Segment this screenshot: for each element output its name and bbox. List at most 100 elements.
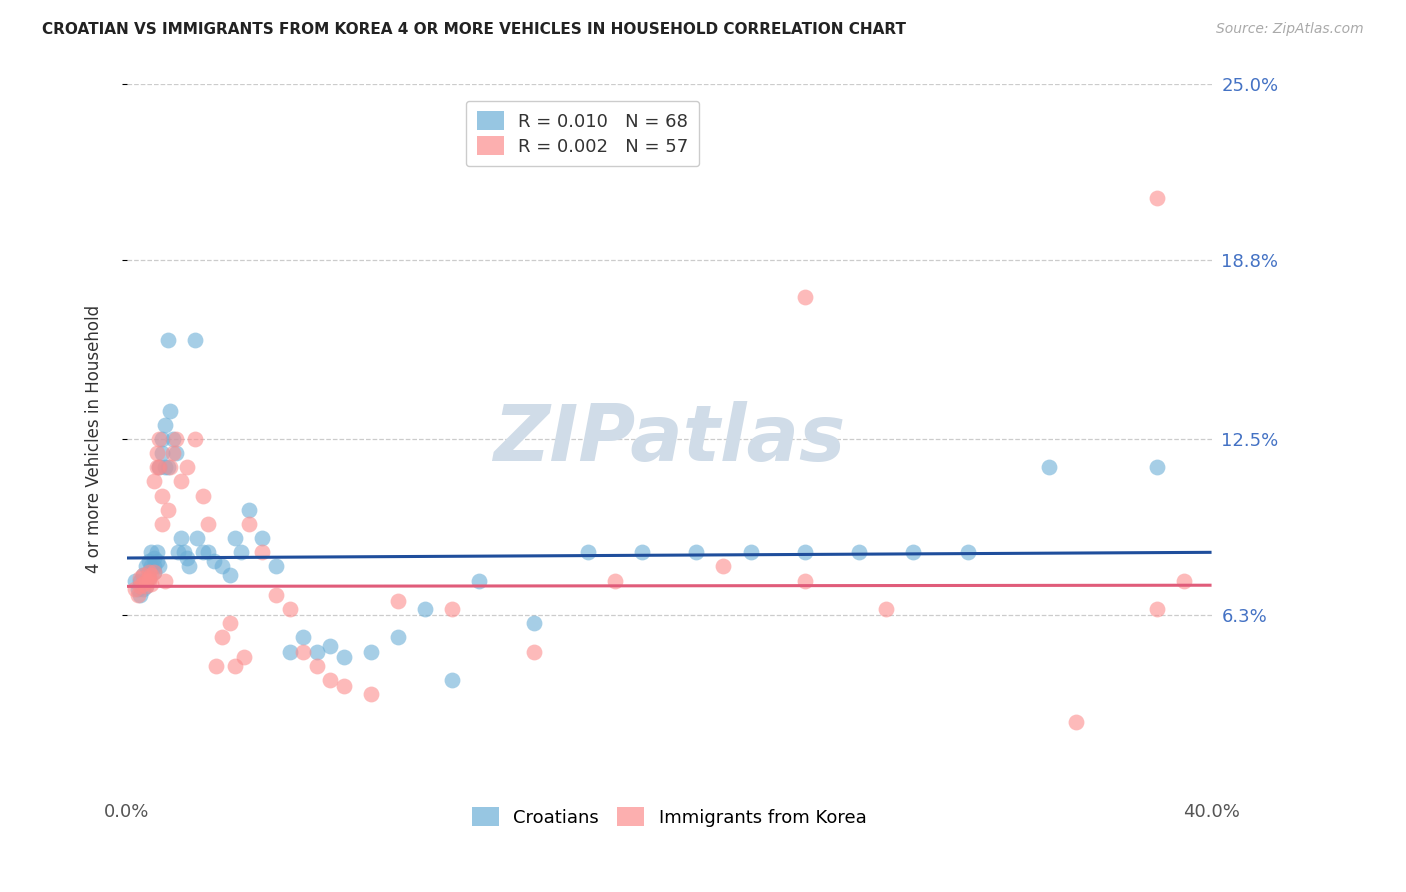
Point	[848, 545, 870, 559]
Point	[148, 432, 170, 446]
Point	[167, 545, 190, 559]
Point	[523, 644, 546, 658]
Point	[956, 545, 979, 559]
Point	[141, 545, 163, 559]
Point	[138, 554, 160, 568]
Point	[129, 571, 152, 585]
Point	[1064, 715, 1087, 730]
Point	[793, 545, 815, 559]
Point	[229, 545, 252, 559]
Point	[129, 579, 152, 593]
Point	[156, 503, 179, 517]
Point	[740, 545, 762, 559]
Point	[143, 551, 166, 566]
Point	[150, 516, 173, 531]
Point	[468, 574, 491, 588]
Point	[165, 432, 187, 446]
Point	[278, 644, 301, 658]
Point	[1146, 460, 1168, 475]
Point	[153, 460, 176, 475]
Text: ZIPatlas: ZIPatlas	[494, 401, 845, 477]
Point	[135, 559, 157, 574]
Point	[148, 460, 170, 475]
Point	[143, 565, 166, 579]
Point	[165, 446, 187, 460]
Point	[793, 290, 815, 304]
Point	[141, 576, 163, 591]
Point	[183, 432, 205, 446]
Point	[173, 545, 195, 559]
Point	[138, 565, 160, 579]
Point	[333, 679, 356, 693]
Point	[191, 489, 214, 503]
Y-axis label: 4 or more Vehicles in Household: 4 or more Vehicles in Household	[86, 305, 103, 573]
Point	[224, 531, 246, 545]
Point	[264, 559, 287, 574]
Point	[124, 582, 146, 597]
Point	[713, 559, 735, 574]
Point	[1038, 460, 1060, 475]
Point	[138, 565, 160, 579]
Legend: Croatians, Immigrants from Korea: Croatians, Immigrants from Korea	[465, 800, 873, 834]
Point	[176, 460, 198, 475]
Point	[135, 579, 157, 593]
Point	[132, 576, 155, 591]
Point	[252, 545, 274, 559]
Point	[319, 673, 342, 687]
Point	[145, 545, 167, 559]
Point	[141, 559, 163, 574]
Point	[211, 631, 233, 645]
Point	[156, 460, 179, 475]
Point	[176, 551, 198, 566]
Point	[145, 554, 167, 568]
Point	[135, 574, 157, 588]
Point	[129, 574, 152, 588]
Point	[305, 644, 328, 658]
Point	[159, 403, 181, 417]
Point	[150, 432, 173, 446]
Point	[264, 588, 287, 602]
Point	[129, 588, 152, 602]
Point	[903, 545, 925, 559]
Point	[138, 571, 160, 585]
Point	[252, 531, 274, 545]
Point	[191, 545, 214, 559]
Point	[360, 687, 382, 701]
Point	[224, 658, 246, 673]
Point	[197, 545, 219, 559]
Point	[145, 460, 167, 475]
Point	[413, 602, 436, 616]
Point	[143, 559, 166, 574]
Point	[305, 658, 328, 673]
Point	[441, 673, 464, 687]
Point	[685, 545, 707, 559]
Point	[150, 446, 173, 460]
Point	[1173, 574, 1195, 588]
Point	[219, 568, 242, 582]
Text: CROATIAN VS IMMIGRANTS FROM KOREA 4 OR MORE VEHICLES IN HOUSEHOLD CORRELATION CH: CROATIAN VS IMMIGRANTS FROM KOREA 4 OR M…	[42, 22, 907, 37]
Point	[576, 545, 599, 559]
Point	[143, 565, 166, 579]
Point	[186, 531, 208, 545]
Point	[135, 579, 157, 593]
Point	[292, 644, 315, 658]
Point	[603, 574, 626, 588]
Point	[183, 333, 205, 347]
Point	[162, 446, 184, 460]
Point	[127, 588, 149, 602]
Point	[219, 616, 242, 631]
Point	[333, 650, 356, 665]
Point	[138, 574, 160, 588]
Point	[153, 417, 176, 432]
Point	[132, 568, 155, 582]
Point	[523, 616, 546, 631]
Point	[153, 574, 176, 588]
Point	[148, 460, 170, 475]
Point	[170, 531, 193, 545]
Point	[1146, 191, 1168, 205]
Point	[875, 602, 897, 616]
Point	[292, 631, 315, 645]
Point	[132, 568, 155, 582]
Point	[631, 545, 654, 559]
Point	[1146, 602, 1168, 616]
